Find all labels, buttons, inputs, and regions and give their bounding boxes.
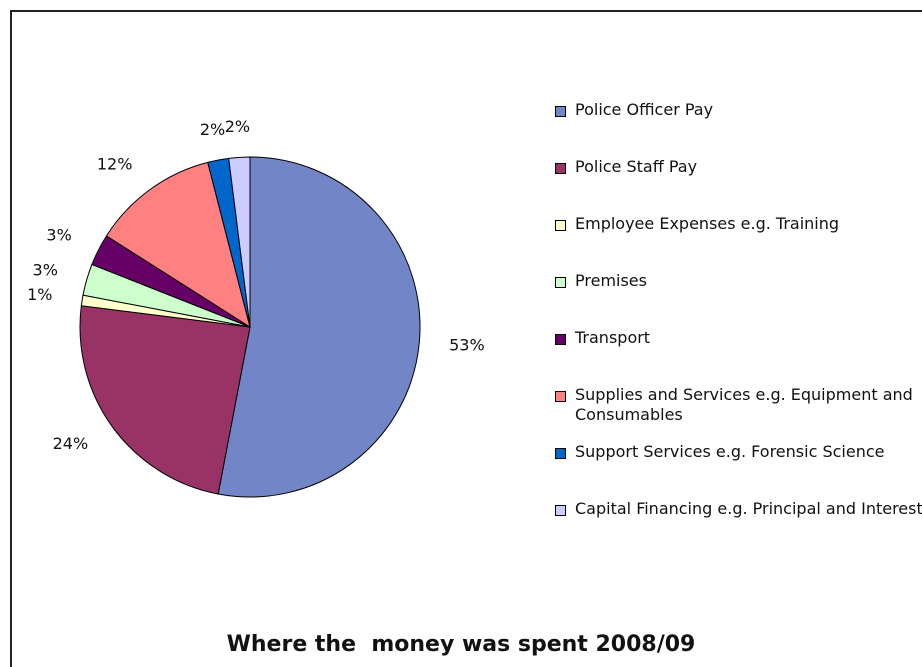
pie-slice (228, 156, 251, 328)
data-label: 1% (27, 285, 52, 304)
legend-item: Employee Expenses e.g. Training (555, 214, 922, 234)
legend-label: Employee Expenses e.g. Training (575, 214, 840, 233)
frame (10, 10, 922, 667)
legend-item: Capital Financing e.g. Principal and Int… (555, 499, 922, 519)
legend-item: Supplies and Services e.g. Equipment and… (555, 385, 922, 425)
pie-slice (217, 156, 421, 498)
pie-slice (79, 305, 251, 495)
legend-item: Support Services e.g. Forensic Science (555, 442, 922, 462)
legend-label: Supplies and Services e.g. Equipment and… (575, 385, 913, 424)
data-label: 2% (200, 120, 225, 139)
legend-swatch (555, 391, 566, 402)
legend-item: Police Staff Pay (555, 157, 922, 177)
legend-label: Transport (575, 328, 651, 347)
legend-label: Capital Financing e.g. Principal and Int… (575, 499, 922, 518)
legend-label: Police Officer Pay (575, 100, 714, 119)
pie-slice (105, 161, 251, 329)
legend-swatch (555, 277, 566, 288)
legend-swatch (555, 163, 566, 174)
legend-swatch (555, 505, 566, 516)
legend-item: Police Officer Pay (555, 100, 922, 120)
legend-swatch (555, 334, 566, 345)
legend-label: Premises (575, 271, 647, 290)
legend-swatch (555, 106, 566, 117)
data-label: 24% (53, 434, 89, 453)
legend-label: Support Services e.g. Forensic Science (575, 442, 885, 461)
legend-swatch (555, 220, 566, 231)
legend-label: Police Staff Pay (575, 157, 698, 176)
chart-title: Where the money was spent 2008/09 (226, 632, 696, 657)
data-label: 3% (33, 261, 58, 280)
data-label: 12% (97, 155, 133, 174)
data-label: 2% (225, 117, 250, 136)
data-label: 3% (46, 226, 71, 245)
legend-item: Transport (555, 328, 922, 348)
legend-swatch (555, 448, 566, 459)
legend-item: Premises (555, 271, 922, 291)
data-label: 53% (449, 335, 485, 354)
